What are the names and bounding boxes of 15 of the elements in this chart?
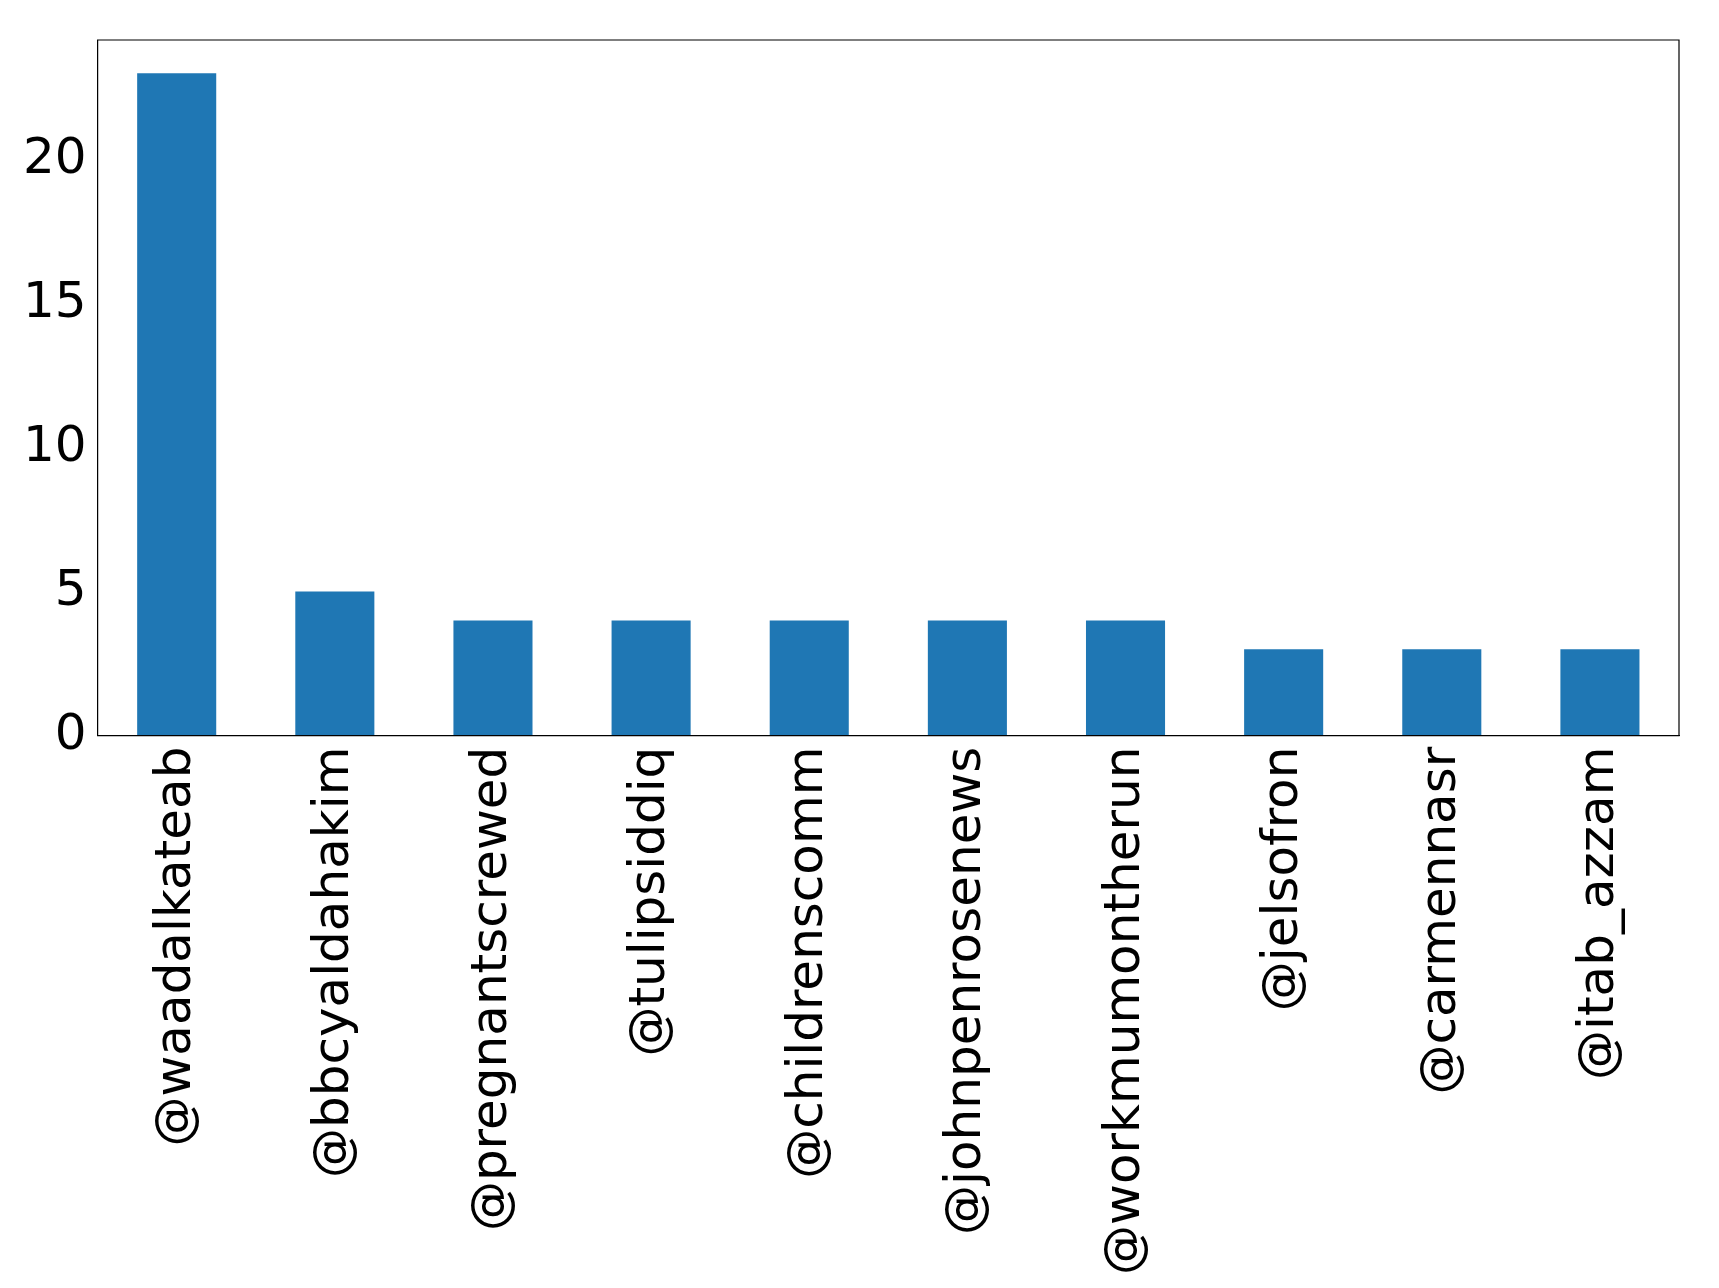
- x-tick-label: @bbcyaldahakim: [301, 746, 360, 1178]
- x-tick-label: @workmumontherun: [1092, 746, 1151, 1276]
- y-tick-label: 0: [54, 702, 87, 761]
- x-tick-label: @tulipsiddiq: [618, 746, 677, 1057]
- x-tick-label: @childrenscomm: [776, 746, 835, 1179]
- x-tick-label: @jelsofron: [1250, 746, 1309, 1012]
- x-tick-label: @johnpenrosenews: [934, 746, 993, 1235]
- x-tick-label: @itab_azzam: [1566, 746, 1625, 1080]
- x-tick-label: @pregnantscrewed: [459, 746, 518, 1232]
- x-tick-label: @carmennasr: [1408, 746, 1467, 1095]
- y-tick-label: 20: [23, 126, 87, 185]
- y-tick-label: 10: [23, 414, 87, 473]
- x-tick-label: @waadalkateab: [143, 746, 202, 1147]
- y-tick-label: 5: [54, 558, 87, 617]
- y-tick-label: 15: [23, 270, 87, 329]
